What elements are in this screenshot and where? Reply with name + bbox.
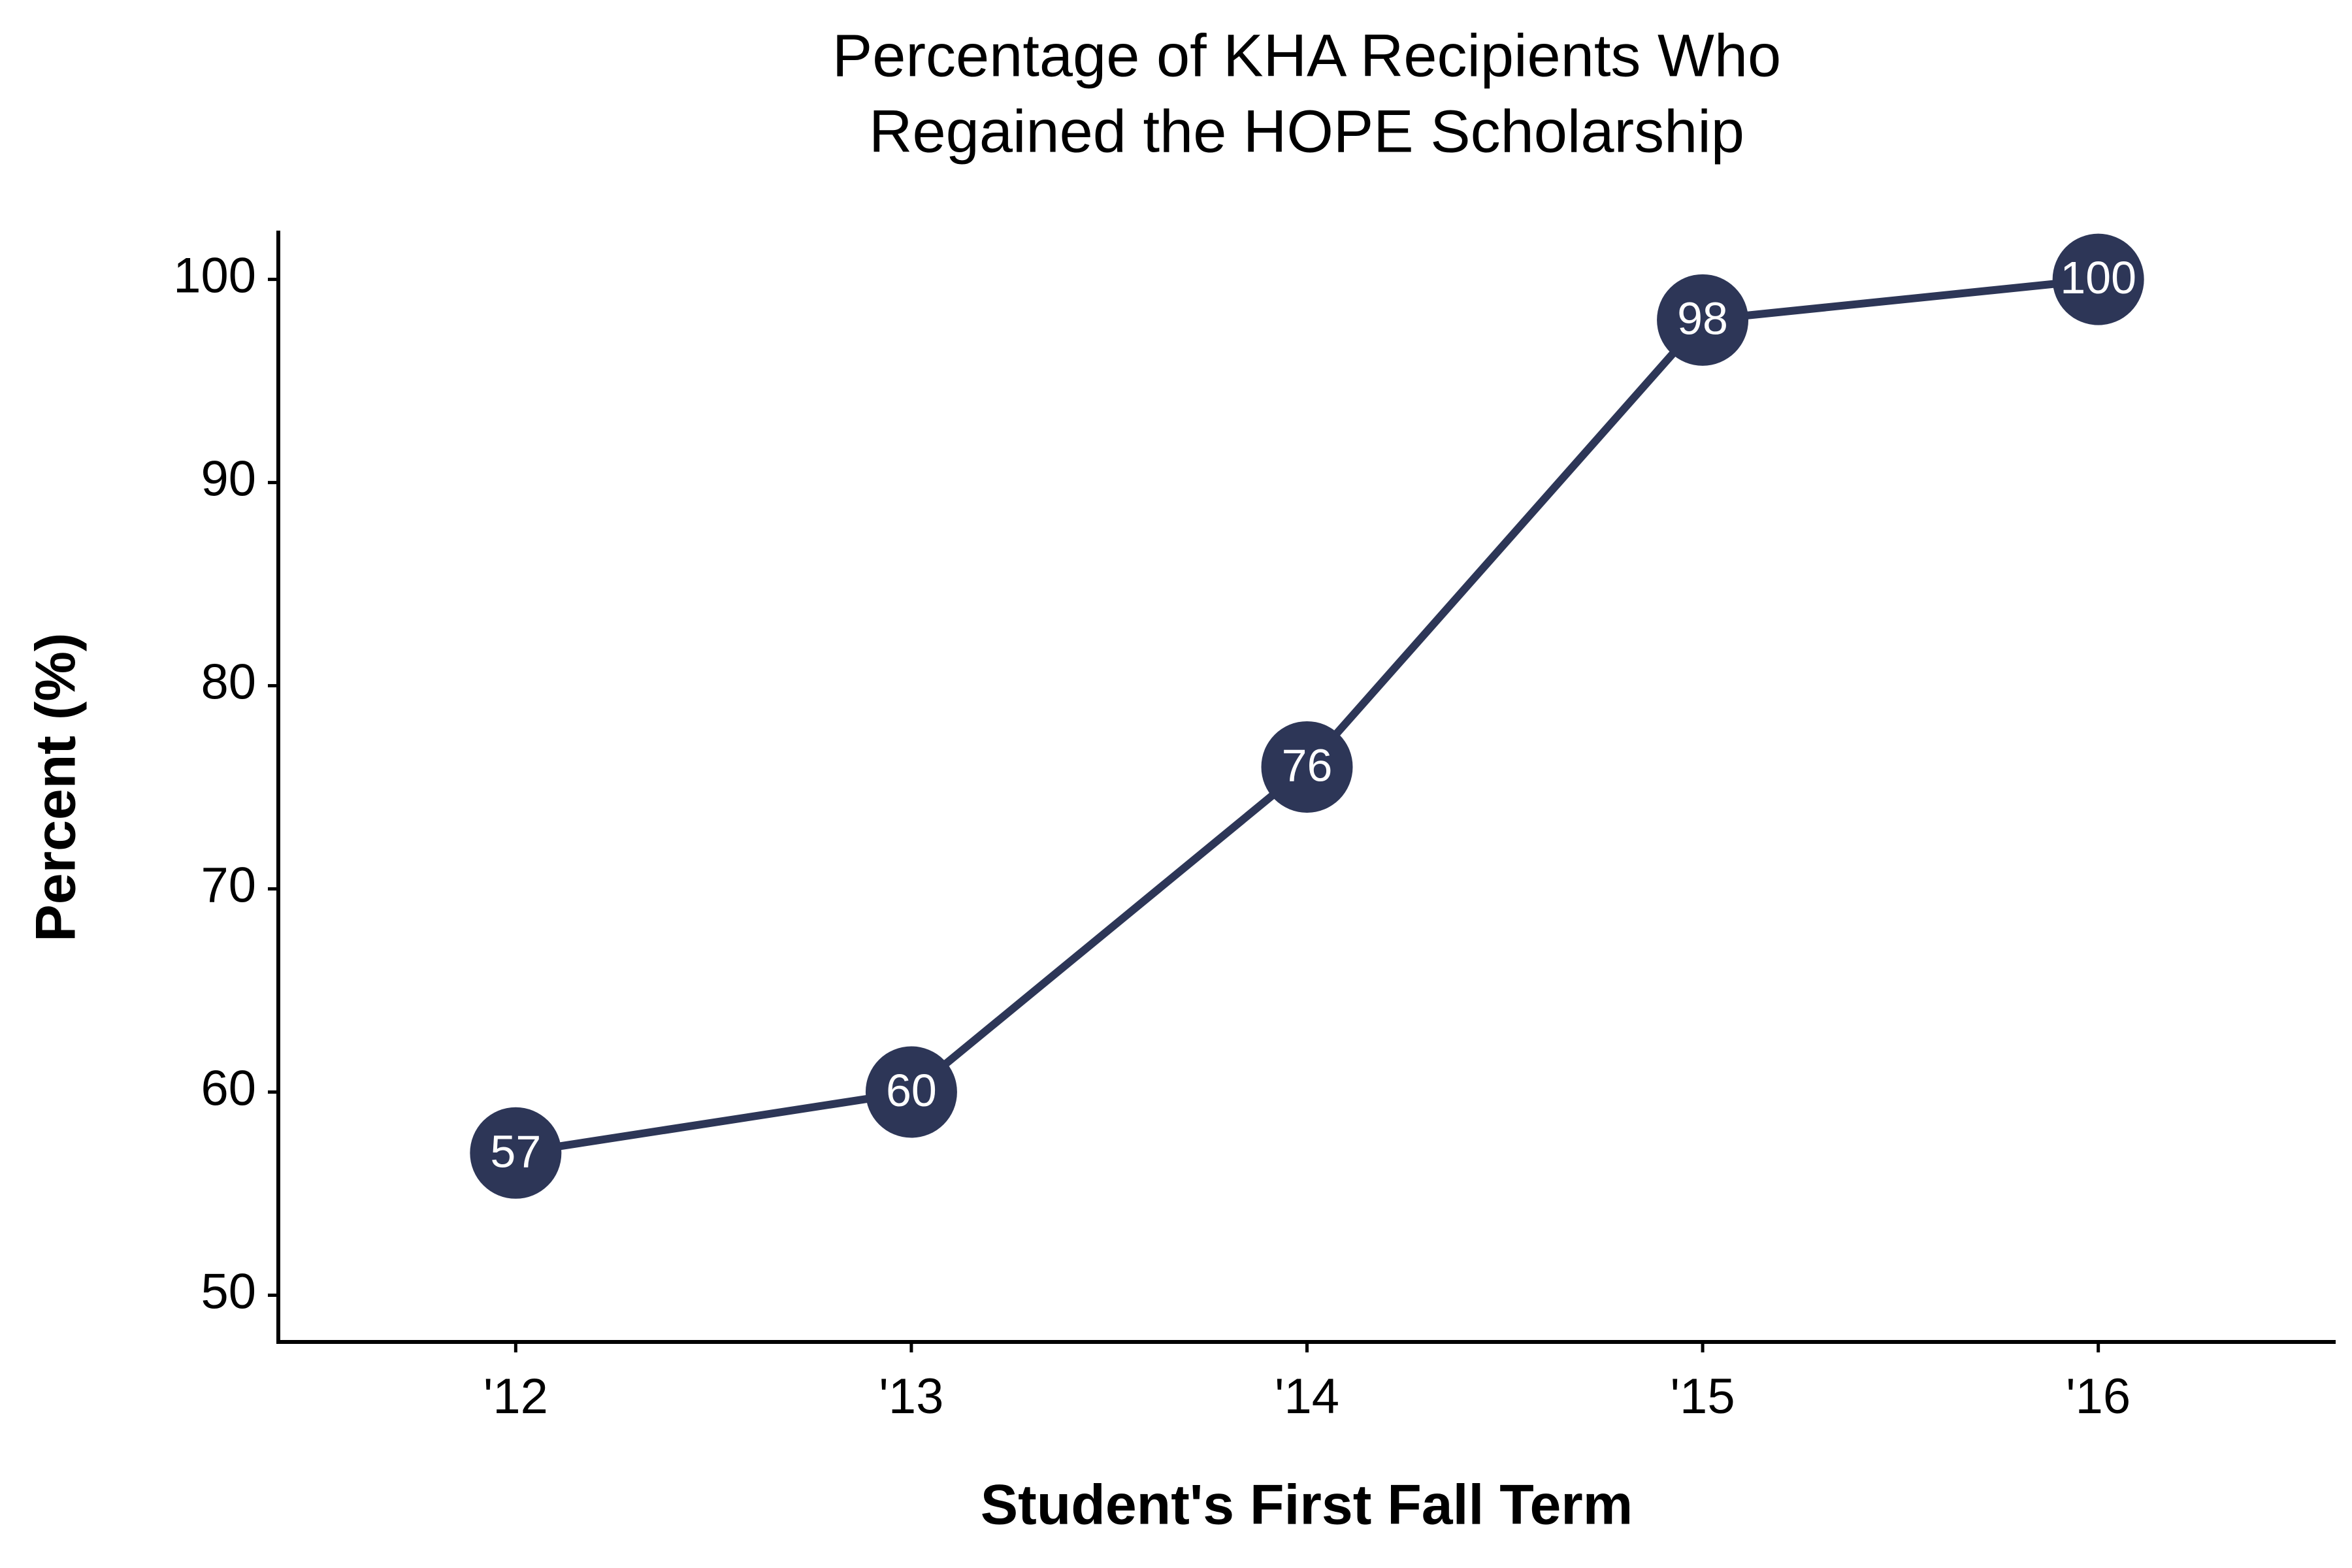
data-label: 100 <box>2060 252 2136 303</box>
x-tick-label: '13 <box>879 1369 943 1424</box>
point <box>470 1107 562 1199</box>
point <box>1261 721 1353 813</box>
data-label: 60 <box>886 1065 937 1116</box>
data-label: 57 <box>490 1126 541 1177</box>
y-tick-label: 90 <box>201 451 256 507</box>
point <box>1657 274 1749 366</box>
point <box>865 1046 957 1138</box>
line <box>515 275 2099 1157</box>
y-tick-label: 70 <box>201 858 256 913</box>
y-tick-label: 50 <box>201 1264 256 1320</box>
chart-title: Percentage of KHA Recipients Who <box>832 22 1781 89</box>
chart-title: Regained the HOPE Scholarship <box>869 98 1744 165</box>
x-tick-label: '12 <box>483 1369 548 1424</box>
data-label: 98 <box>1677 293 1728 344</box>
y-tick-label: 60 <box>201 1061 256 1117</box>
x-axis-title: Student's First Fall Term <box>981 1474 1633 1537</box>
x-tick-label: '15 <box>1671 1369 1735 1424</box>
point <box>2052 233 2144 325</box>
y-tick-label: 100 <box>173 248 256 304</box>
x-tick-label: '16 <box>2066 1369 2131 1424</box>
data-label: 76 <box>1282 740 1333 791</box>
x-tick-label: '14 <box>1275 1369 1339 1424</box>
y-axis-title: Percent (%) <box>25 632 88 941</box>
y-tick-label: 80 <box>201 655 256 710</box>
